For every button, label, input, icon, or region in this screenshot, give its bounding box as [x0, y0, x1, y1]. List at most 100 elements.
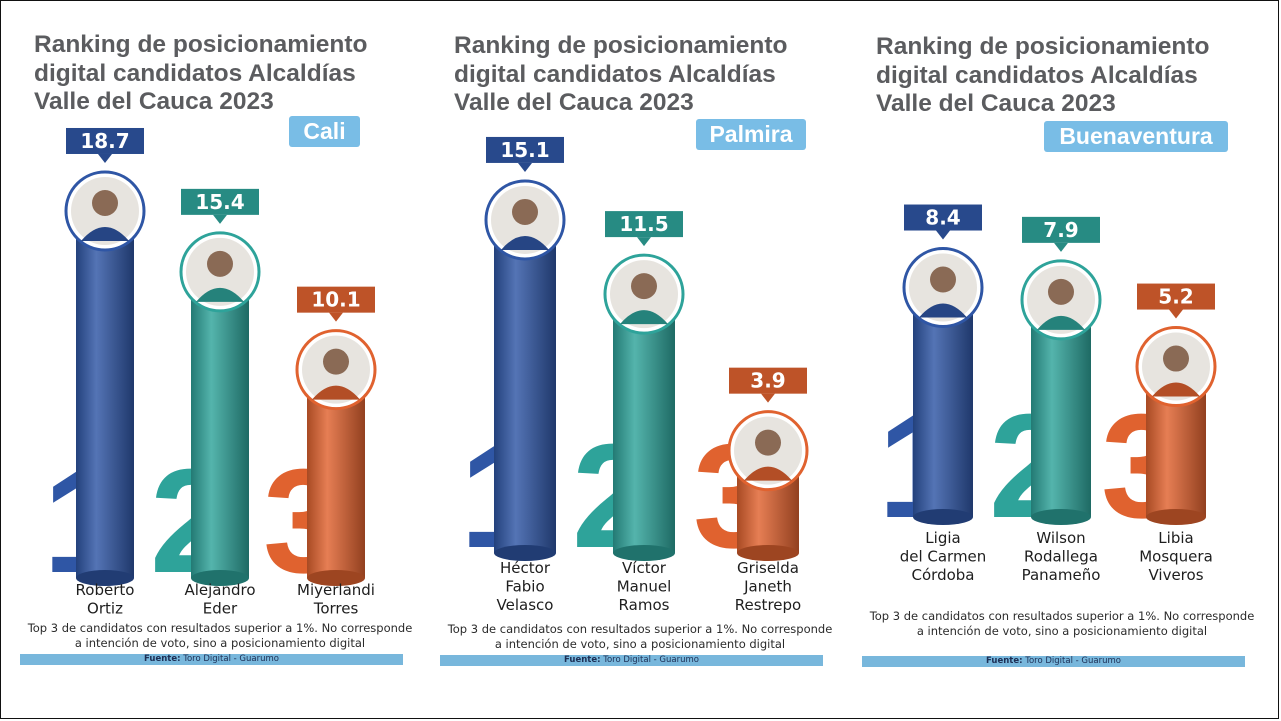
person-body-icon	[1152, 382, 1200, 397]
person-body-icon	[620, 310, 668, 325]
candidate-name: Alejandro Eder	[184, 581, 255, 618]
person-head-icon	[1163, 345, 1189, 372]
value-label: 15.1	[500, 138, 549, 162]
candidate-name: Libia Mosquera Viveros	[1139, 529, 1213, 584]
bar-base	[494, 545, 556, 561]
city-badge: Cali	[289, 116, 360, 147]
value-label: 5.2	[1158, 285, 1193, 309]
person-head-icon	[755, 429, 781, 456]
bar-chart-svg: 115.1HéctorFabioVelasco211.5VíctorManuel…	[460, 136, 809, 614]
city-badge: Buenaventura	[1044, 121, 1228, 152]
source-bar: Fuente: Toro Digital - Guarumo	[440, 655, 823, 666]
value-box	[297, 286, 375, 313]
person-head-icon	[323, 348, 349, 375]
value-pointer	[1169, 309, 1183, 319]
candidate-name: Ligia del Carmen Córdoba	[900, 529, 987, 584]
source-bar: Fuente: Toro Digital - Guarumo	[862, 656, 1245, 667]
bar	[613, 316, 675, 553]
city-badge: Palmira	[696, 119, 806, 150]
bar-chart-svg: 118.7RobertoOrtiz215.4AlejandroEder310.1…	[43, 127, 377, 618]
source-text: Toro Digital - Guarumo	[183, 654, 279, 664]
candidate-name: Víctor Manuel Ramos	[617, 559, 672, 614]
person-body-icon	[501, 235, 549, 250]
value-label: 18.7	[80, 129, 129, 153]
value-label: 7.9	[1043, 218, 1078, 242]
candidate-name: Roberto Ortiz	[76, 581, 135, 618]
bar	[1146, 388, 1206, 517]
person-body-icon	[1037, 315, 1085, 330]
value-pointer	[98, 153, 112, 163]
candidate-name: Héctor Fabio Velasco	[497, 559, 554, 614]
bar	[307, 391, 365, 578]
person-head-icon	[207, 250, 233, 277]
bar	[913, 309, 973, 517]
value-label: 8.4	[925, 206, 960, 230]
bar-base	[913, 509, 973, 525]
source-text: Toro Digital - Guarumo	[1025, 656, 1121, 666]
chart-panel-cali: Ranking de posicionamiento digital candi…	[20, 0, 420, 721]
bar-base	[1146, 509, 1206, 525]
bar-base	[76, 570, 134, 586]
value-box	[486, 136, 564, 163]
bar-base	[613, 545, 675, 561]
value-box	[1022, 216, 1100, 243]
bar	[76, 232, 134, 579]
person-body-icon	[312, 385, 360, 400]
chart-note: Top 3 de candidatos con resultados super…	[447, 622, 833, 651]
value-box	[729, 367, 807, 394]
bar-base	[191, 570, 249, 586]
source-label: Fuente:	[144, 654, 181, 664]
candidate-name: Wilson Rodallega Panameño	[1022, 529, 1101, 584]
person-body-icon	[81, 226, 129, 241]
candidate-name: Miyerlandi Torres	[297, 581, 375, 618]
value-pointer	[1054, 242, 1068, 252]
person-head-icon	[631, 273, 657, 300]
value-box	[66, 127, 144, 154]
bar-base	[307, 570, 365, 586]
value-label: 11.5	[619, 212, 668, 236]
person-head-icon	[1048, 278, 1074, 305]
value-label: 15.4	[195, 190, 244, 214]
chart-note: Top 3 de candidatos con resultados super…	[869, 609, 1255, 638]
bar-base	[737, 545, 799, 561]
bar	[191, 293, 249, 578]
chart-title: Ranking de posicionamiento digital candi…	[454, 32, 788, 116]
person-body-icon	[196, 287, 244, 302]
value-box	[1137, 283, 1215, 310]
person-body-icon	[744, 466, 792, 481]
source-label: Fuente:	[564, 655, 601, 665]
value-pointer	[213, 214, 227, 224]
source-bar: Fuente: Toro Digital - Guarumo	[20, 654, 403, 665]
value-box	[904, 204, 982, 231]
source-text: Toro Digital - Guarumo	[603, 655, 699, 665]
source-label: Fuente:	[986, 656, 1023, 666]
value-box	[181, 188, 259, 215]
value-label: 3.9	[750, 369, 785, 393]
person-head-icon	[512, 198, 538, 225]
bar	[494, 241, 556, 553]
chart-panel-buenaventura: Ranking de posicionamiento digital candi…	[862, 0, 1262, 721]
value-pointer	[761, 393, 775, 403]
person-head-icon	[930, 266, 956, 293]
person-head-icon	[92, 189, 118, 216]
value-label: 10.1	[311, 288, 360, 312]
value-pointer	[329, 312, 343, 322]
value-box	[605, 211, 683, 238]
value-pointer	[518, 162, 532, 172]
candidate-name: Griselda Janeth Restrepo	[735, 559, 801, 614]
chart-note: Top 3 de candidatos con resultados super…	[27, 621, 413, 650]
value-pointer	[637, 237, 651, 247]
chart-panel-palmira: Ranking de posicionamiento digital candi…	[440, 0, 840, 721]
chart-title: Ranking de posicionamiento digital candi…	[34, 31, 368, 115]
person-body-icon	[919, 303, 967, 318]
